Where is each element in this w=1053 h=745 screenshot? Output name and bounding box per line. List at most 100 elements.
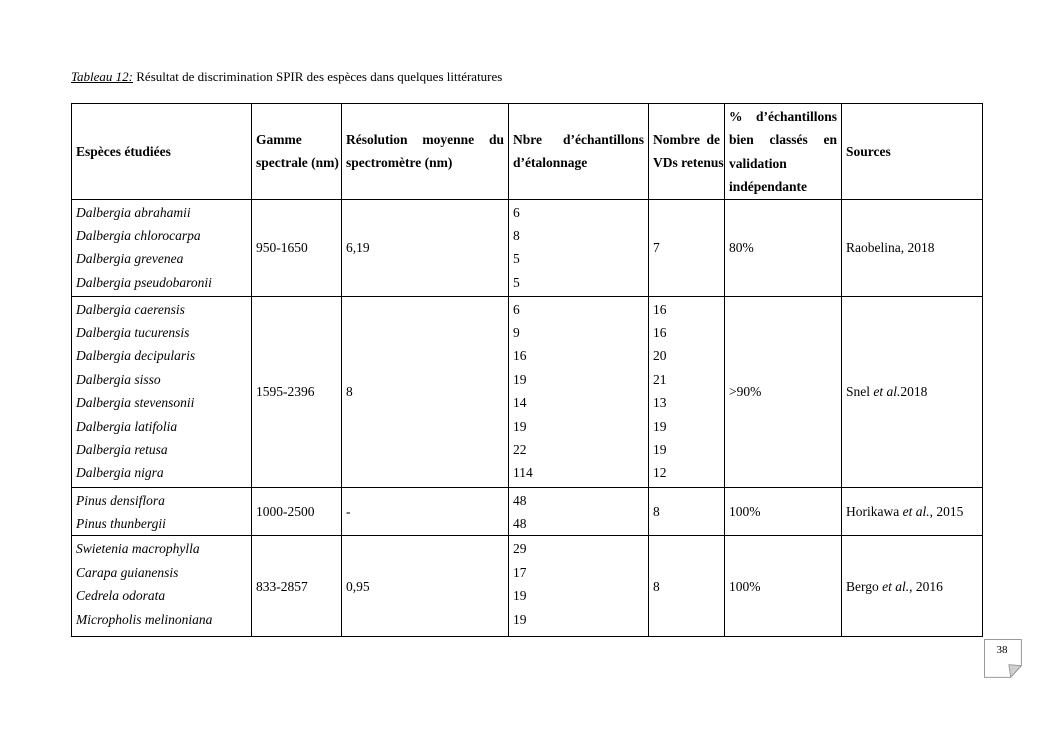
header-line: Sources <box>846 143 891 159</box>
species-name: Pinus densiflora <box>76 492 165 508</box>
column-header-vds-retained: Nombre de VDs retenus <box>648 103 725 200</box>
calibration-sample-count: 17 <box>513 564 527 580</box>
cell-species: Pinus densiflora Pinus thunbergii <box>71 486 252 537</box>
table-row: Pinus densiflora Pinus thunbergii 1000-250… <box>71 486 983 537</box>
source-reference: Bergo et al., 2016 <box>846 575 978 598</box>
species-name: Dalbergia caerensis <box>76 301 185 317</box>
header-line: validation <box>729 155 787 171</box>
classification-pct-value: 100% <box>729 503 761 519</box>
calibration-sample-count: 29 <box>513 541 527 557</box>
table-caption: Tableau 12: Résultat de discrimination S… <box>71 69 502 85</box>
species-name: Cedrela odorata <box>76 588 166 604</box>
source-text: Raobelina, 2018 <box>846 239 935 255</box>
results-table: Espèces étudiées Gamme spectrale (nm) Résol… <box>71 103 983 638</box>
calibration-sample-count: 114 <box>513 465 533 481</box>
species-name: Dalbergia tucurensis <box>76 325 190 341</box>
page-curl-icon <box>984 639 1022 678</box>
vds-count: 13 <box>653 395 667 411</box>
source-et-al: et al. <box>873 383 901 399</box>
source-text: , 2016 <box>909 578 943 594</box>
cell-classification-pct: >90% <box>724 295 842 488</box>
cell-species: Dalbergia caerensis Dalbergia tucurensis D… <box>71 295 252 488</box>
calibration-sample-count: 16 <box>513 348 527 364</box>
cell-classification-pct: 100% <box>724 535 842 638</box>
calibration-sample-count: 5 <box>513 274 520 290</box>
species-name: Dalbergia pseudobaronii <box>76 274 212 290</box>
cell-source: Bergo et al., 2016 <box>841 535 983 638</box>
spectral-range-value: 950-1650 <box>256 239 308 255</box>
header-line: indépendante <box>729 179 808 195</box>
species-name: Dalbergia stevensonii <box>76 395 195 411</box>
table-head: Espèces étudiées Gamme spectrale (nm) Résol… <box>71 103 983 200</box>
cell-spectral-range: 1000-2500 <box>251 486 342 537</box>
cell-spectral-range: 1595-2396 <box>251 295 342 488</box>
vds-count: 20 <box>653 348 667 364</box>
classification-pct-value: >90% <box>729 383 762 399</box>
header-line: VDs retenus <box>653 155 724 171</box>
cell-resolution: 8 <box>341 295 509 488</box>
page-number-plaque: 38 <box>984 639 1022 678</box>
classification-pct-value: 80% <box>729 239 754 255</box>
vds-count: 19 <box>653 418 667 434</box>
header-line: bien classés en <box>729 132 837 148</box>
vds-count: 19 <box>653 442 667 458</box>
species-name: Dalbergia sisso <box>76 371 161 387</box>
cell-calibration-samples: 48 48 <box>508 486 649 537</box>
header-line: spectromètre (nm) <box>346 155 453 171</box>
vds-count: 7 <box>653 239 660 255</box>
table-row: Dalbergia caerensis Dalbergia tucurensis D… <box>71 295 983 488</box>
calibration-sample-count: 22 <box>513 442 527 458</box>
species-name: Dalbergia chlorocarpa <box>76 228 201 244</box>
calibration-sample-count: 6 <box>513 301 520 317</box>
cell-classification-pct: 80% <box>724 198 842 297</box>
vds-count: 16 <box>653 325 667 341</box>
resolution-value: 8 <box>346 383 353 399</box>
column-header-sources: Sources <box>841 103 983 200</box>
calibration-sample-count: 19 <box>513 371 527 387</box>
cell-source: Raobelina, 2018 <box>841 198 983 297</box>
source-text: 2018 <box>900 383 928 399</box>
source-reference: Horikawa et al., 2015 <box>846 500 978 523</box>
source-text: Bergo <box>846 578 883 594</box>
species-name: Swietenia macrophylla <box>76 541 200 557</box>
column-header-spectral-range: Gamme spectrale (nm) <box>251 103 342 200</box>
calibration-sample-count: 19 <box>513 418 527 434</box>
resolution-value: - <box>346 503 351 519</box>
cell-spectral-range: 950-1650 <box>251 198 342 297</box>
cell-source: Horikawa et al., 2015 <box>841 486 983 537</box>
cell-calibration-samples: 6 8 5 5 <box>508 198 649 297</box>
column-header-classification-pct: % d’échantillons bien classés en validatio… <box>724 103 842 200</box>
vds-count: 8 <box>653 578 660 594</box>
species-name: Dalbergia decipularis <box>76 348 196 364</box>
cell-resolution: - <box>341 486 509 537</box>
column-header-species: Espèces étudiées <box>71 103 252 200</box>
cell-calibration-samples: 29 17 19 19 <box>508 535 649 638</box>
table-row: Swietenia macrophylla Carapa guianensis Ce… <box>71 535 983 638</box>
calibration-sample-count: 6 <box>513 204 520 220</box>
cell-vds: 16 16 20 21 13 19 19 12 <box>648 295 725 488</box>
source-reference: Snel et al.2018 <box>846 380 978 403</box>
header-line: Nombre de <box>653 131 720 147</box>
spectral-range-value: 833-2857 <box>256 578 308 594</box>
caption-text: Résultat de discrimination SPIR des espè… <box>133 69 503 84</box>
header-line: % d’échantillons <box>729 109 837 124</box>
species-name: Dalbergia latifolia <box>76 418 178 434</box>
source-text: Snel <box>846 383 874 399</box>
source-et-al: et al. <box>882 578 910 594</box>
cell-resolution: 6,19 <box>341 198 509 297</box>
spectral-range-value: 1000-2500 <box>256 503 315 519</box>
table-header-row: Espèces étudiées Gamme spectrale (nm) Résol… <box>71 103 983 200</box>
cell-source: Snel et al.2018 <box>841 295 983 488</box>
source-et-al: et al. <box>902 503 930 519</box>
vds-count: 21 <box>653 371 667 387</box>
source-text: Horikawa <box>846 503 903 519</box>
calibration-sample-count: 48 <box>513 516 527 532</box>
species-name: Micropholis melinoniana <box>76 611 213 627</box>
table-body: Dalbergia abrahamii Dalbergia chlorocarpa… <box>71 198 983 638</box>
species-name: Carapa guianensis <box>76 564 179 580</box>
source-reference: Raobelina, 2018 <box>846 236 978 259</box>
species-name: Dalbergia retusa <box>76 442 168 458</box>
column-header-calibration-samples: Nbre d’échantillons d’étalonnage <box>508 103 649 200</box>
species-name: Dalbergia nigra <box>76 465 164 481</box>
resolution-value: 6,19 <box>346 239 370 255</box>
